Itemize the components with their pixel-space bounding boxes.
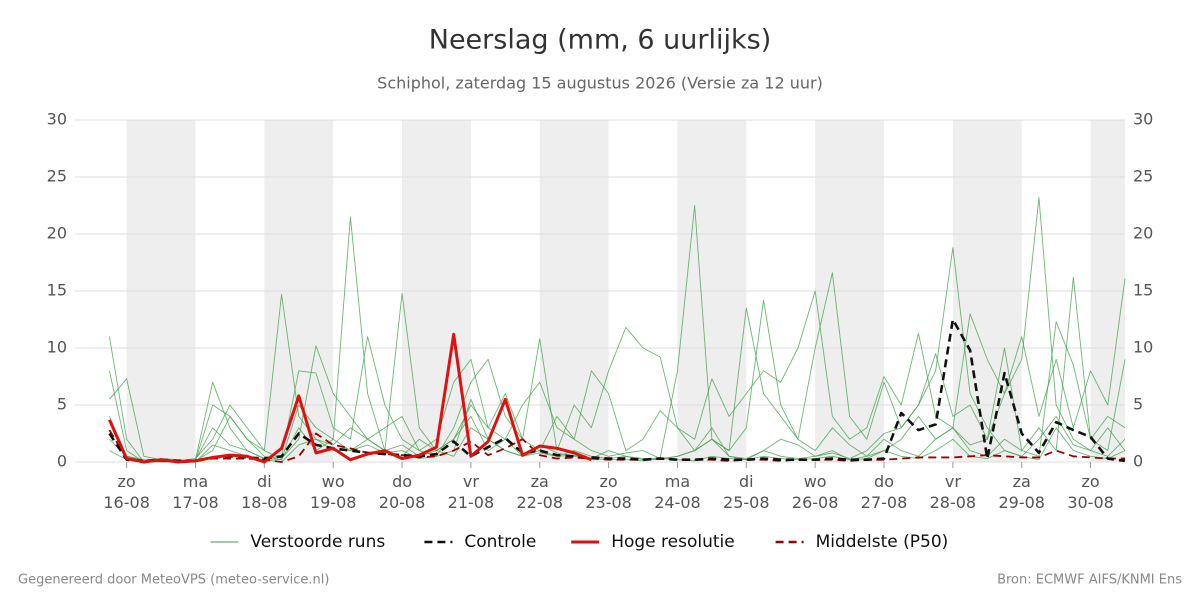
footer-left: Gegenereerd door MeteoVPS (meteo-service… <box>18 573 329 588</box>
y2-tick-label: 5 <box>1133 395 1143 414</box>
y-tick-label: 10 <box>47 338 67 357</box>
x-tick-label: zo 23-08 <box>585 472 632 512</box>
x-tick-label: zo 30-08 <box>1067 472 1114 512</box>
ensemble-line <box>109 197 1126 462</box>
series-line <box>108 332 592 464</box>
x-tick-label: di 18-08 <box>241 472 288 512</box>
y2-tick-label: 0 <box>1133 452 1143 471</box>
series-line <box>108 429 1125 463</box>
x-tick-label: do 27-08 <box>861 472 908 512</box>
y-tick-label: 0 <box>57 452 67 471</box>
x-tick-label: do 20-08 <box>379 472 426 512</box>
y-tick-label: 30 <box>47 110 67 129</box>
legend-label: Controle <box>464 532 536 552</box>
x-tick-label: ma 24-08 <box>654 472 701 512</box>
x-tick-label: ma 17-08 <box>172 472 219 512</box>
y2-tick-label: 15 <box>1133 281 1153 300</box>
y-tick-label: 15 <box>47 281 67 300</box>
chart-subtitle: Schiphol, zaterdag 15 augustus 2026 (Ver… <box>377 74 823 93</box>
y-tick-label: 25 <box>47 167 67 186</box>
y2-tick-label: 25 <box>1133 167 1153 186</box>
legend-label: Verstoorde runs <box>250 532 385 552</box>
y-tick-label: 5 <box>57 395 67 414</box>
chart-title: Neerslag (mm, 6 uurlijks) <box>429 25 771 56</box>
x-tick-label: zo 16-08 <box>103 472 150 512</box>
x-tick-label: wo 19-08 <box>310 472 357 512</box>
legend-label: Middelste (P50) <box>816 532 949 552</box>
y2-tick-label: 10 <box>1133 338 1153 357</box>
y2-tick-label: 20 <box>1133 224 1153 243</box>
y2-tick-label: 30 <box>1133 110 1153 129</box>
x-tick-label: vr 21-08 <box>448 472 495 512</box>
ensemble-line <box>109 321 1126 463</box>
y-tick-label: 20 <box>47 224 67 243</box>
footer-right: Bron: ECMWF AIFS/KNMI Ens <box>997 573 1182 588</box>
x-tick-label: wo 26-08 <box>792 472 839 512</box>
series-line <box>108 318 1126 463</box>
x-tick-label: di 25-08 <box>723 472 770 512</box>
x-tick-label: vr 28-08 <box>930 472 977 512</box>
legend-label: Hoge resolutie <box>611 532 735 552</box>
x-tick-label: za 29-08 <box>998 472 1045 512</box>
x-tick-label: za 22-08 <box>517 472 564 512</box>
